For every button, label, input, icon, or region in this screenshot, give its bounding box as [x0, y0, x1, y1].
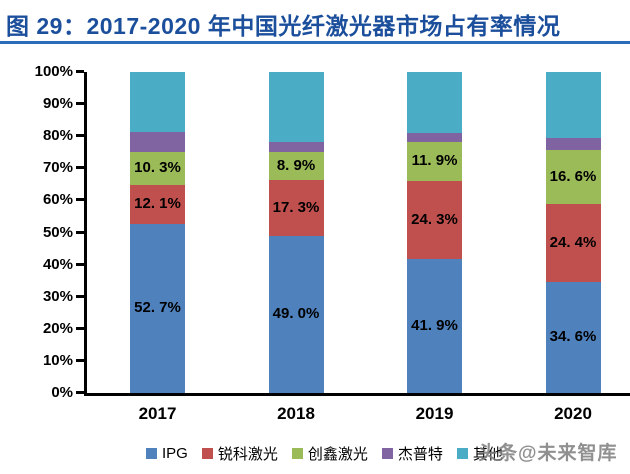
x-axis-label-2017: 2017 [138, 404, 177, 423]
y-axis-label: 0% [51, 384, 73, 401]
bar-value-label: 10. 3% [134, 159, 181, 177]
bar-value-label: 24. 4% [549, 233, 597, 251]
y-axis-label: 30% [42, 287, 73, 305]
legend-label: 杰普特 [397, 446, 443, 463]
bar-value-label: 17. 3% [272, 198, 320, 216]
bar-segment-杰普特-2020 [545, 138, 601, 151]
legend-item-IPG: IPG [146, 445, 188, 462]
bar-value-label: 41. 9% [411, 316, 458, 334]
bar-segment-锐科激光-2019 [407, 180, 462, 259]
y-axis-tick [76, 358, 84, 362]
watermark-text: 头条@未来智库 [478, 443, 618, 464]
bar-segment-其他-2018 [268, 72, 324, 143]
legend-swatch [381, 448, 393, 459]
y-axis-label: 70% [42, 159, 73, 177]
y-axis-label: 90% [42, 95, 73, 113]
bar-value-label: 24. 3% [411, 210, 458, 228]
figure-title: 图 29：2017-2020 年中国光纤激光器市场占有率情况 [6, 13, 561, 39]
y-axis-label: 50% [42, 223, 73, 241]
y-axis-tick [76, 262, 84, 266]
legend-swatch [291, 448, 303, 459]
legend-swatch [456, 448, 468, 459]
bar-segment-杰普特-2018 [268, 142, 324, 152]
legend-item-创鑫激光: 创鑫激光 [291, 443, 368, 464]
y-axis-label: 80% [42, 127, 73, 145]
y-axis-label: 60% [42, 191, 73, 209]
y-axis-label: 40% [42, 255, 73, 273]
bar-segment-IPG-2017 [130, 223, 185, 393]
plot-area: 0% 10% 20% 30% 40% 50% 60% 70% 80% 90% 100% 52. 7% 1… [35, 63, 630, 423]
legend-item-其他: 其他 [456, 443, 503, 464]
bar-value-label: 8. 9% [276, 156, 316, 174]
y-axis-tick [76, 391, 84, 394]
bar-value-label: 11. 9% [411, 152, 458, 170]
y-axis-label: 10% [42, 351, 73, 369]
bar-segment-锐科激光-2017 [130, 185, 185, 224]
legend-swatch [146, 448, 157, 459]
y-axis-tick [76, 230, 84, 234]
y-axis-tick [76, 70, 84, 73]
title-divider [0, 41, 630, 44]
bar-segment-IPG-2019 [407, 258, 462, 393]
y-axis-tick [76, 166, 84, 170]
bar-segment-锐科激光-2018 [268, 180, 324, 236]
legend-label: IPG [162, 445, 188, 462]
bar-segment-创鑫激光-2017 [130, 151, 185, 185]
bar-segment-创鑫激光-2018 [268, 151, 324, 181]
bar-value-label: 34. 6% [549, 328, 597, 346]
legend-label: 其他 [472, 446, 503, 463]
bar-segment-锐科激光-2020 [545, 203, 601, 282]
chart-legend: IPG 锐科激光 创鑫激光 杰普特 其他 [146, 443, 503, 464]
bar-segment-杰普特-2019 [407, 133, 462, 143]
y-axis-tick [76, 102, 84, 106]
x-axis-label-2019: 2019 [415, 404, 454, 423]
bar-value-label: 49. 0% [272, 305, 320, 323]
legend-item-杰普特: 杰普特 [381, 443, 443, 464]
bar-segment-其他-2019 [407, 72, 462, 134]
legend-swatch [201, 448, 213, 459]
bar-value-label: 12. 1% [134, 195, 181, 213]
bar-value-label: 16. 6% [549, 167, 597, 185]
bar-segment-IPG-2020 [545, 281, 601, 393]
y-axis-tick [76, 134, 84, 138]
y-axis-label: 20% [42, 319, 73, 337]
bar-segment-创鑫激光-2019 [407, 142, 462, 181]
legend-item-锐科激光: 锐科激光 [201, 443, 278, 464]
legend-label: 创鑫激光 [307, 446, 368, 463]
legend-label: 锐科激光 [217, 446, 278, 463]
y-axis-label: 100% [34, 63, 73, 80]
bar-segment-其他-2017 [130, 72, 185, 132]
x-axis-label-2020: 2020 [554, 404, 592, 423]
x-axis-label-2018: 2018 [277, 404, 315, 423]
bar-value-label: 52. 7% [134, 299, 181, 317]
bar-segment-其他-2020 [545, 72, 601, 139]
bar-segment-创鑫激光-2020 [545, 150, 601, 204]
y-axis-tick [76, 326, 84, 330]
y-axis-tick [76, 198, 84, 202]
bar-segment-杰普特-2017 [130, 131, 185, 152]
y-axis-tick [76, 294, 84, 298]
bar-segment-IPG-2018 [268, 235, 324, 393]
